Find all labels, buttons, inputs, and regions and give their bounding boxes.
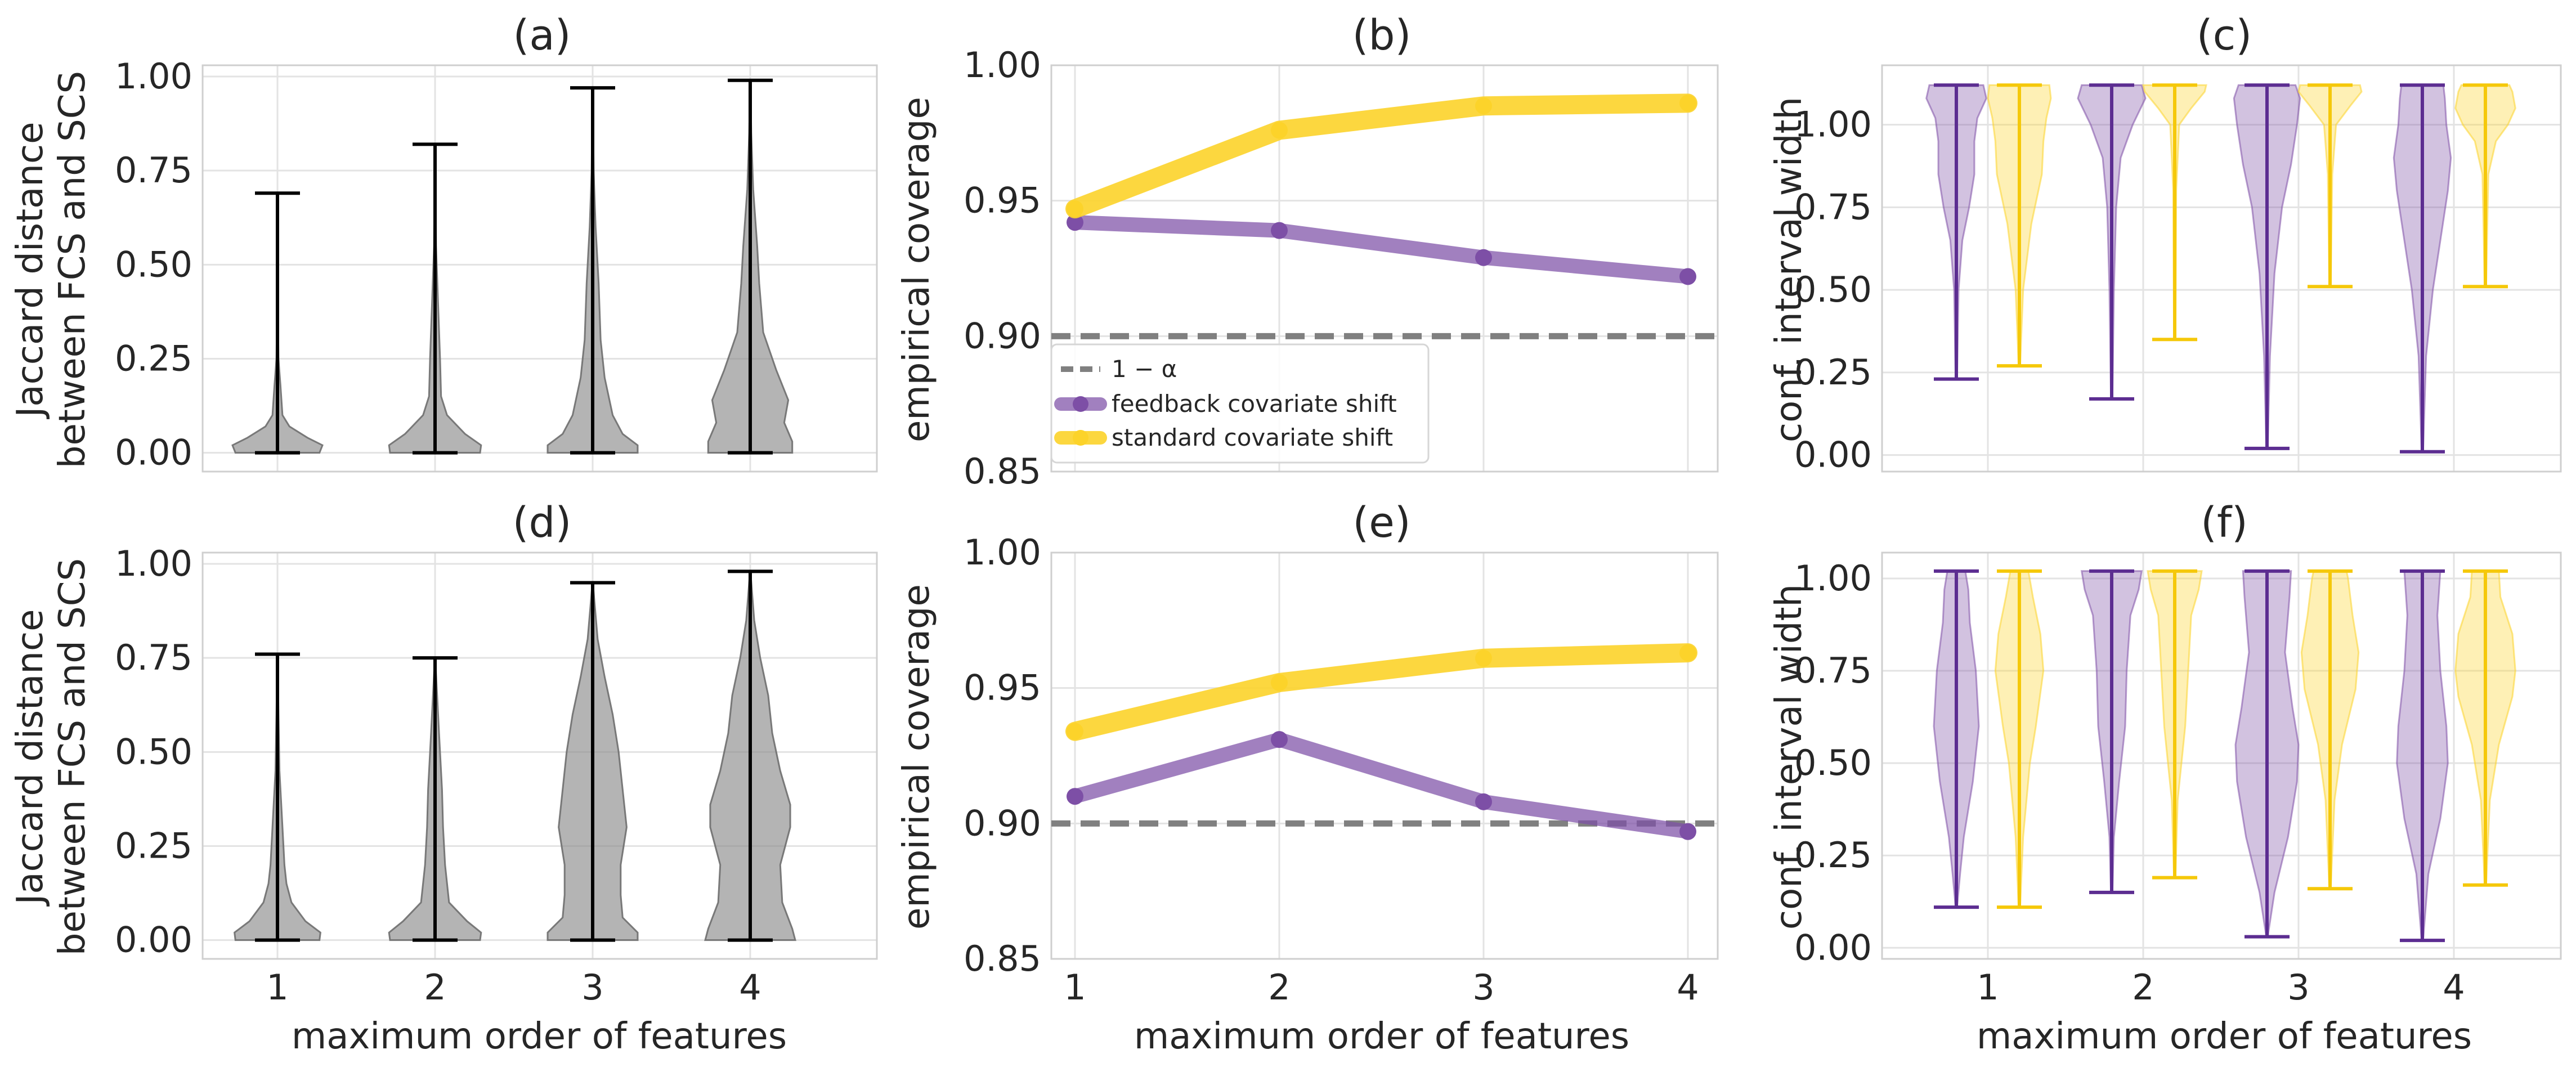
series-point bbox=[1679, 95, 1696, 112]
title-d: (d) bbox=[513, 499, 572, 547]
y-tick-label: 1.00 bbox=[115, 56, 192, 97]
y-tick-label: 0.50 bbox=[1794, 742, 1872, 783]
y-tick-label: 0.75 bbox=[115, 150, 192, 191]
ylabel-d-line2: between FCS and SCS bbox=[52, 558, 93, 956]
series-line bbox=[1068, 215, 1695, 284]
series-point bbox=[1475, 97, 1492, 115]
legend-frame bbox=[1050, 343, 1430, 464]
axes-frame bbox=[201, 64, 878, 473]
y-tick-label: 1.00 bbox=[1794, 558, 1872, 599]
y-tick-label: 0.95 bbox=[964, 180, 1041, 221]
axes-frame bbox=[201, 551, 878, 960]
x-tick-label: 4 bbox=[739, 967, 761, 1008]
panel-b-line-plot: 0.85 0.90 0.95 1.00 bbox=[964, 44, 1719, 492]
legend-alpha-label: 1 − α bbox=[1112, 355, 1177, 383]
y-tick-label: 0.00 bbox=[115, 920, 192, 961]
legend-standard-label: standard covariate shift bbox=[1112, 424, 1393, 451]
series-point bbox=[1067, 214, 1083, 231]
y-tick-label: 1.00 bbox=[964, 44, 1041, 86]
title-a: (a) bbox=[513, 11, 571, 60]
y-tick-label: 0.25 bbox=[115, 338, 192, 379]
y-tick-label: 0.00 bbox=[1794, 434, 1872, 476]
ylabel-f: conf. interval width bbox=[1768, 584, 1810, 930]
series-point bbox=[1679, 823, 1696, 840]
x-tick-label: 3 bbox=[581, 967, 603, 1008]
x-tick-label: 1 bbox=[1064, 967, 1086, 1008]
series-point bbox=[1067, 723, 1083, 740]
y-tick-label: 0.90 bbox=[964, 802, 1041, 844]
y-tick-label: 0.00 bbox=[1794, 927, 1872, 968]
ylabel-e: empirical coverage bbox=[896, 584, 938, 930]
x-tick-label: 3 bbox=[2287, 967, 2309, 1008]
ylabel-a-line1: Jaccard distance bbox=[10, 122, 51, 419]
axes-frame bbox=[1050, 551, 1719, 960]
series-point bbox=[1679, 268, 1696, 285]
ylabel-d-line1: Jaccard distance bbox=[10, 609, 51, 907]
y-tick-label: 0.75 bbox=[115, 637, 192, 678]
panel-e-line-plot: 0.85 0.90 0.95 1.00 1 2 3 4 bbox=[964, 532, 1719, 1008]
x-tick-label: 2 bbox=[2132, 967, 2154, 1008]
y-tick-label: 0.50 bbox=[115, 244, 192, 285]
title-c: (c) bbox=[2197, 11, 2252, 60]
ylabel-b: empirical coverage bbox=[896, 97, 938, 442]
y-tick-label: 0.75 bbox=[1794, 650, 1872, 691]
series-point bbox=[1271, 222, 1288, 239]
series-line bbox=[1068, 732, 1695, 839]
title-f: (f) bbox=[2201, 499, 2248, 547]
series-point bbox=[1271, 122, 1288, 139]
y-tick-label: 0.85 bbox=[964, 938, 1041, 979]
title-b: (b) bbox=[1352, 11, 1412, 60]
series-point bbox=[1679, 644, 1696, 662]
panel-d-violin-plot: 0.00 0.25 0.50 0.75 1.00 1 2 3 4 bbox=[115, 543, 878, 1008]
y-tick-label: 0.25 bbox=[115, 825, 192, 866]
title-e: (e) bbox=[1352, 499, 1410, 547]
axes-frame bbox=[1881, 64, 2562, 473]
series-point bbox=[1067, 788, 1083, 805]
ylabel-c: conf. interval width bbox=[1768, 97, 1810, 442]
series-point bbox=[1067, 200, 1083, 218]
legend-feedback-label: feedback covariate shift bbox=[1112, 390, 1397, 418]
y-tick-label: 0.50 bbox=[115, 731, 192, 772]
y-tick-label: 0.75 bbox=[1794, 186, 1872, 227]
y-tick-label: 0.25 bbox=[1794, 835, 1872, 876]
x-tick-label: 4 bbox=[2443, 967, 2465, 1008]
axes-frame bbox=[1050, 64, 1719, 473]
y-tick-label: 0.85 bbox=[964, 451, 1041, 492]
y-tick-label: 0.50 bbox=[1794, 269, 1872, 310]
x-tick-label: 2 bbox=[1268, 967, 1290, 1008]
y-tick-label: 1.00 bbox=[964, 532, 1041, 573]
legend-feedback-marker bbox=[1073, 396, 1088, 412]
y-tick-label: 0.90 bbox=[964, 315, 1041, 356]
panel-f-violin-plot: 0.00 0.25 0.50 0.75 1.00 1 2 3 4 bbox=[1794, 551, 2562, 1008]
series-line bbox=[1065, 643, 1697, 741]
x-tick-label: 4 bbox=[1677, 967, 1699, 1008]
x-tick-label: 1 bbox=[1977, 967, 1999, 1008]
y-tick-label: 0.25 bbox=[1794, 352, 1872, 393]
y-tick-label: 1.00 bbox=[115, 543, 192, 584]
legend-standard-marker bbox=[1073, 430, 1088, 446]
panel-a-violin-plot: 0.00 0.25 0.50 0.75 1.00 bbox=[115, 56, 878, 473]
series-point bbox=[1475, 793, 1492, 810]
y-tick-label: 0.95 bbox=[964, 667, 1041, 708]
x-tick-label: 1 bbox=[266, 967, 288, 1008]
series-point bbox=[1475, 649, 1492, 667]
series-line bbox=[1065, 93, 1697, 219]
series-point bbox=[1271, 731, 1288, 748]
series-point bbox=[1475, 249, 1492, 266]
ylabel-a-line2: between FCS and SCS bbox=[52, 71, 93, 468]
xlabel-f: maximum order of features bbox=[1977, 1016, 2472, 1057]
xlabel-e: maximum order of features bbox=[1134, 1016, 1629, 1057]
panel-c-violin-plot: 0.00 0.25 0.50 0.75 1.00 bbox=[1794, 64, 2562, 476]
axes-frame bbox=[1881, 551, 2562, 960]
series-point bbox=[1271, 674, 1288, 692]
x-tick-label: 2 bbox=[424, 967, 446, 1008]
x-tick-label: 3 bbox=[1472, 967, 1494, 1008]
y-tick-label: 0.00 bbox=[115, 432, 192, 473]
y-tick-label: 1.00 bbox=[1794, 104, 1872, 145]
legend-b: 1 − α feedback covariate shift standard … bbox=[1050, 343, 1430, 464]
xlabel-d: maximum order of features bbox=[292, 1016, 787, 1057]
